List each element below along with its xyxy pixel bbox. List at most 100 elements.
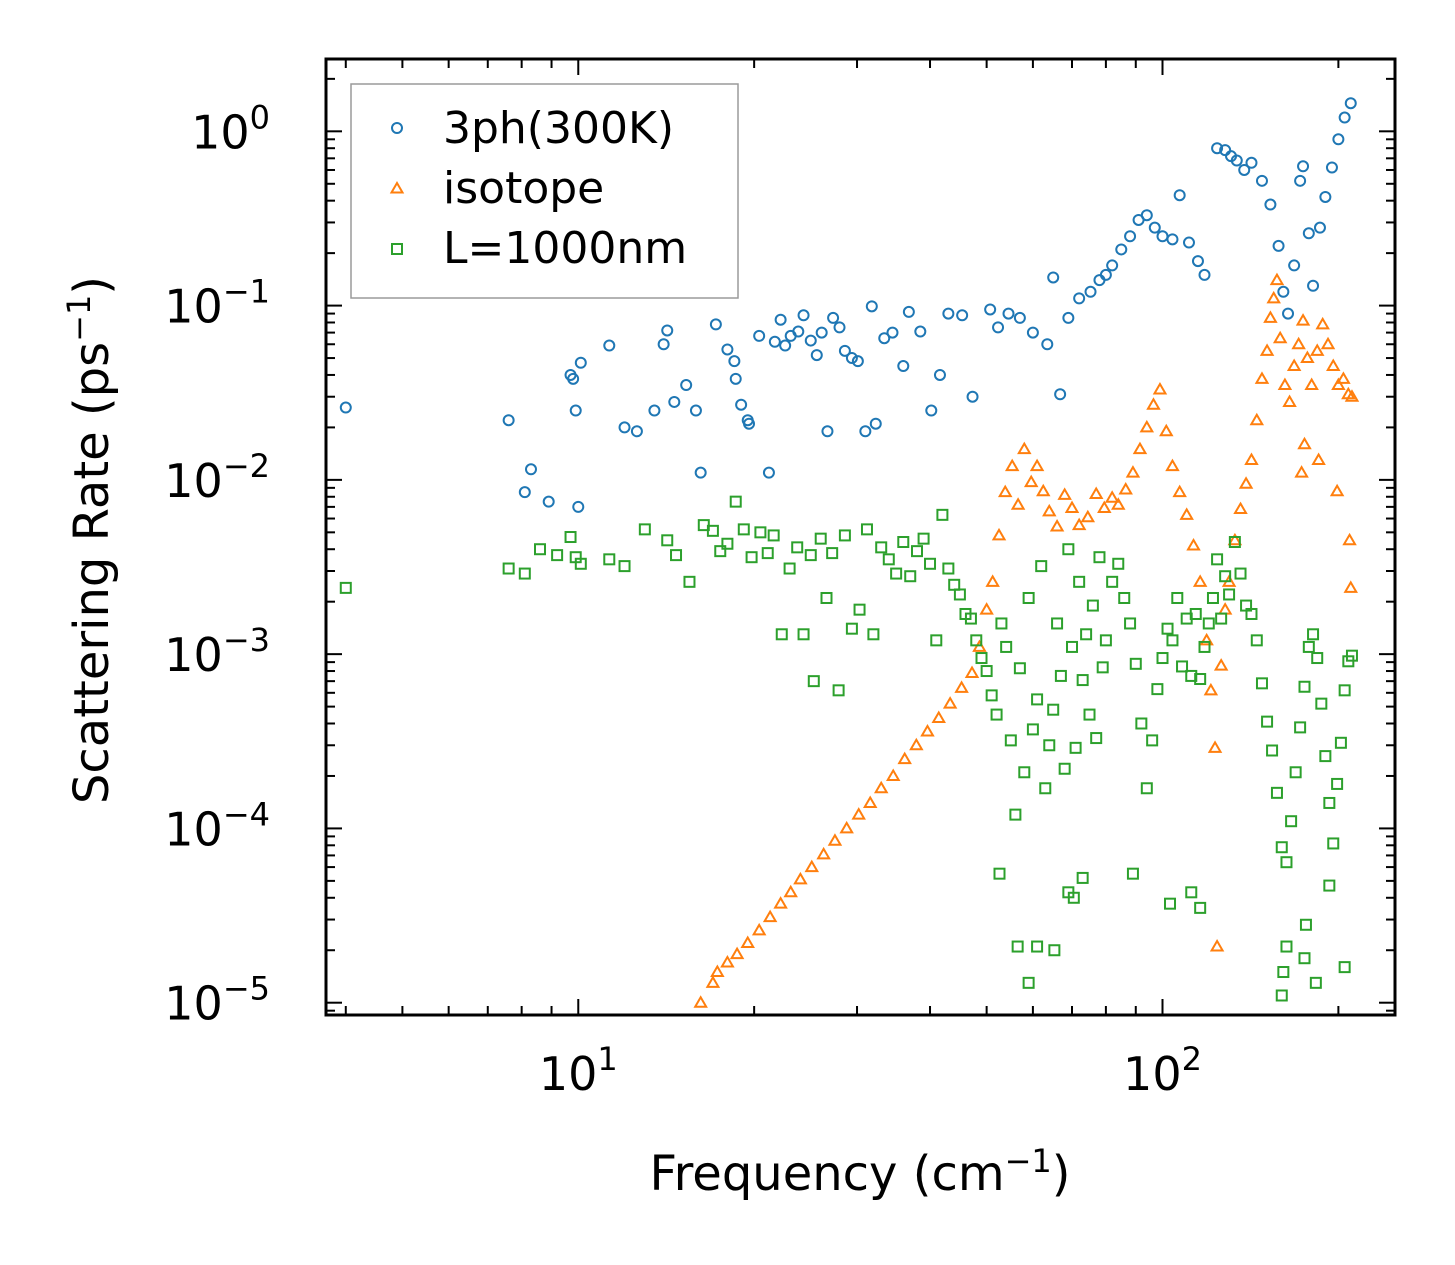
point-boundary: [1198, 640, 1211, 653]
point-3ph: [992, 321, 1005, 334]
point-3ph: [1173, 189, 1186, 202]
x-tick-label: 101: [539, 1040, 618, 1101]
point-3ph: [1264, 198, 1277, 211]
point-isotope: [1309, 343, 1325, 356]
point-boundary: [1022, 591, 1035, 604]
point-boundary: [1096, 661, 1109, 674]
point-boundary: [1266, 744, 1279, 757]
x-axis-label: Frequency (cm−1): [649, 1142, 1070, 1202]
point-3ph: [618, 421, 631, 434]
legend-label-boundary: L=1000nm: [443, 223, 687, 274]
point-boundary: [936, 508, 949, 521]
point-boundary: [618, 560, 631, 573]
point-3ph: [827, 311, 840, 324]
point-isotope: [1249, 412, 1265, 426]
point-boundary: [1039, 782, 1052, 795]
point-boundary: [804, 549, 817, 562]
point-3ph: [1302, 227, 1315, 240]
point-boundary: [1076, 674, 1089, 687]
legend: 3ph(300K) isotope L=1000nm: [350, 83, 739, 299]
point-3ph: [689, 404, 702, 417]
x-tick-label: 102: [1123, 1040, 1202, 1101]
point-boundary: [1009, 808, 1022, 821]
point-isotope: [1029, 458, 1045, 472]
point-boundary: [574, 557, 587, 570]
point-boundary: [1171, 591, 1184, 604]
point-3ph: [779, 339, 792, 352]
point-boundary: [1124, 617, 1137, 630]
point-isotope: [710, 964, 725, 978]
point-3ph: [1106, 259, 1119, 272]
point-isotope: [1336, 371, 1351, 384]
point-boundary: [838, 529, 851, 542]
point-3ph: [518, 486, 531, 499]
point-boundary: [1275, 841, 1288, 854]
point-boundary: [1280, 940, 1293, 953]
point-boundary: [745, 551, 758, 564]
point-3ph: [797, 309, 810, 322]
point-boundary: [917, 532, 930, 545]
y-tick-label: 10−3: [164, 621, 270, 682]
point-boundary: [1161, 622, 1174, 635]
point-boundary: [924, 557, 937, 570]
point-3ph: [1182, 236, 1195, 249]
point-3ph: [1313, 221, 1326, 234]
point-isotope: [1165, 458, 1180, 472]
point-isotope: [1227, 532, 1243, 546]
point-boundary: [761, 547, 774, 560]
point-3ph: [914, 325, 927, 338]
point-3ph: [1115, 243, 1128, 256]
point-isotope: [1326, 358, 1341, 372]
point-boundary: [721, 537, 734, 550]
point-boundary: [1011, 940, 1024, 953]
point-3ph: [574, 356, 587, 369]
point-isotope: [1254, 371, 1270, 384]
point-boundary: [1151, 683, 1164, 696]
point-3ph: [1211, 142, 1224, 155]
point-isotope: [1203, 682, 1219, 696]
point-boundary: [1135, 717, 1148, 730]
point-3ph: [743, 417, 756, 430]
point-boundary: [1166, 634, 1179, 647]
point-boundary: [1189, 607, 1202, 620]
point-boundary: [775, 628, 788, 641]
point-boundary: [980, 665, 993, 678]
point-isotope: [1036, 483, 1051, 497]
point-3ph: [680, 379, 693, 392]
point-boundary: [1194, 901, 1207, 914]
y-tick-label: 10−1: [164, 273, 270, 334]
point-boundary: [990, 708, 1003, 721]
point-boundary: [518, 567, 531, 580]
point-boundary: [783, 562, 796, 575]
point-boundary: [1215, 612, 1228, 625]
point-3ph: [1319, 190, 1332, 203]
point-3ph: [1245, 156, 1258, 169]
point-boundary: [1106, 575, 1119, 588]
point-isotope: [1286, 358, 1302, 372]
point-boundary: [1031, 940, 1044, 953]
point-boundary: [1202, 617, 1215, 630]
point-isotope: [720, 955, 735, 968]
point-boundary: [502, 562, 515, 575]
point-isotope: [1179, 507, 1194, 520]
point-boundary: [729, 495, 742, 508]
point-isotope: [1329, 483, 1345, 497]
point-boundary: [1176, 660, 1189, 673]
point-boundary: [1302, 640, 1315, 653]
point-3ph: [657, 338, 670, 351]
point-boundary: [1323, 796, 1336, 809]
point-3ph: [1238, 163, 1251, 176]
point-boundary: [1255, 677, 1268, 690]
point-3ph: [966, 390, 979, 403]
point-boundary: [706, 524, 719, 537]
point-boundary: [970, 634, 983, 647]
point-3ph: [1054, 388, 1067, 401]
point-isotope: [979, 602, 994, 615]
point-3ph: [709, 318, 722, 331]
series-0: [339, 97, 1357, 513]
point-boundary: [1211, 553, 1224, 566]
point-boundary: [1126, 867, 1139, 880]
point-boundary: [1013, 662, 1026, 675]
point-isotope: [1266, 290, 1281, 304]
point-3ph: [1297, 160, 1310, 173]
